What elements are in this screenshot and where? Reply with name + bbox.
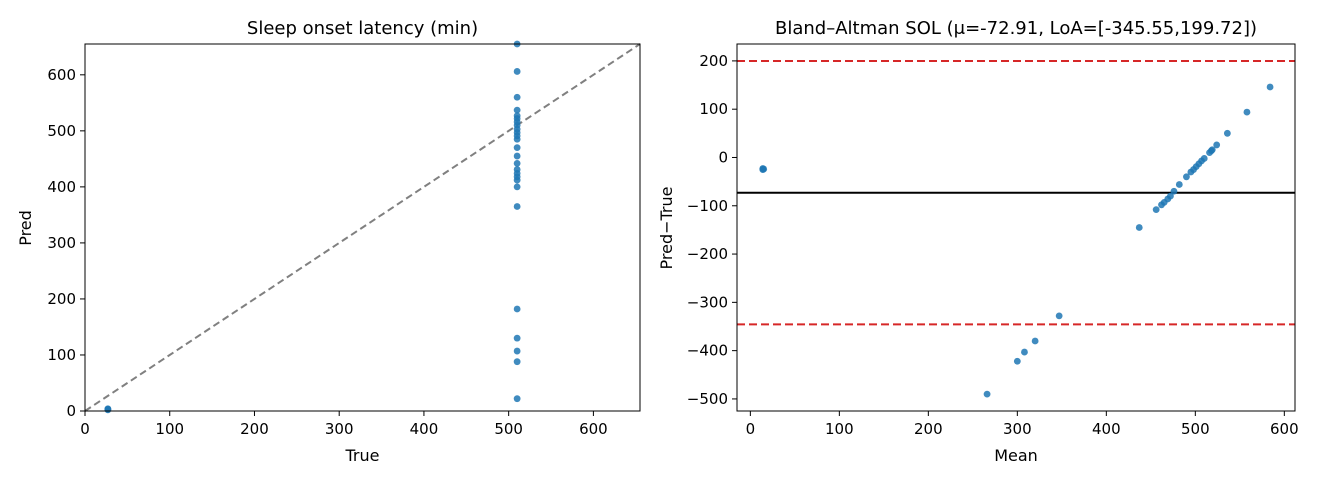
x-axis: 0 100 200 300 400 500 600 (80, 411, 608, 438)
data-point (1223, 129, 1231, 137)
x-tick-label: 200 (914, 420, 943, 438)
x-tick-label: 600 (579, 420, 608, 438)
data-point (513, 68, 521, 75)
data-point (513, 159, 521, 167)
x-tick-label: 300 (1003, 420, 1032, 438)
data-point (1175, 181, 1183, 188)
data-point (1055, 312, 1063, 320)
plot-frame (84, 43, 641, 412)
data-point (513, 152, 521, 160)
y-tick-label: −200 (687, 245, 728, 263)
x-axis: 0 100 200 300 400 500 600 (746, 411, 1299, 438)
data-point (1208, 146, 1216, 154)
data-point (513, 144, 521, 152)
y-tick-label: 300 (47, 234, 76, 252)
data-point (513, 93, 521, 101)
x-tick-label: 200 (240, 420, 269, 438)
y-tick-label: −500 (687, 390, 728, 408)
data-point (983, 390, 991, 398)
data-point (1213, 141, 1221, 149)
data-point (1031, 337, 1039, 345)
y-axis: −500 −400 −300 −200 −100 0 100 200 (687, 52, 737, 408)
y-tick-label: 100 (47, 346, 76, 364)
y-axis: 0 100 200 300 400 500 600 (47, 66, 85, 420)
data-point (1243, 108, 1251, 116)
y-tick-label: −300 (687, 293, 728, 311)
y-tick-label: 600 (47, 66, 76, 84)
data-point (513, 305, 521, 313)
data-point (1135, 224, 1143, 231)
data-point (1266, 83, 1274, 91)
y-tick-label: −400 (687, 342, 728, 360)
x-tick-label: 100 (155, 420, 184, 438)
reference-line-group (84, 43, 641, 412)
data-point (513, 395, 521, 403)
data-point (513, 176, 521, 184)
x-tick-label: 400 (1092, 420, 1121, 438)
y-axis-label: Pred (16, 210, 35, 246)
data-point (104, 405, 112, 413)
plot-frame (736, 43, 1296, 412)
data-point (1170, 187, 1178, 195)
identity-line (84, 43, 641, 412)
y-tick-label: 100 (699, 100, 728, 118)
data-point (1152, 206, 1160, 214)
x-tick-label: 400 (410, 420, 439, 438)
data-point (1200, 155, 1208, 162)
y-tick-label: 0 (66, 402, 76, 420)
chart-title: Sleep onset latency (min) (247, 18, 478, 39)
data-point (1167, 192, 1174, 200)
y-tick-label: 0 (718, 148, 728, 166)
point-group (104, 40, 521, 414)
scatter-chart-sol: Sleep onset latency (min) 0 100 200 300 400 5… (16, 18, 641, 465)
y-tick-label: 200 (47, 290, 76, 308)
data-point (513, 183, 521, 191)
y-tick-label: 200 (699, 52, 728, 70)
x-axis-label: True (345, 446, 380, 465)
data-point (513, 203, 521, 210)
x-axis-label: Mean (994, 446, 1038, 465)
point-group (759, 83, 1274, 398)
x-tick-label: 0 (746, 420, 756, 438)
y-tick-label: 500 (47, 122, 76, 140)
data-point (513, 347, 521, 355)
data-point (1021, 348, 1028, 356)
data-point (513, 358, 521, 366)
reference-lines-group (737, 60, 1295, 326)
y-axis-label: Pred−True (657, 187, 676, 270)
y-tick-label: 400 (47, 178, 76, 196)
data-point (513, 135, 521, 143)
x-tick-label: 500 (494, 420, 523, 438)
data-point (1183, 173, 1190, 181)
bland-altman-chart: Bland–Altman SOL (μ=-72.91, LoA=[-345.55… (657, 18, 1299, 465)
x-tick-label: 300 (325, 420, 354, 438)
x-tick-label: 0 (80, 420, 90, 438)
data-point (1013, 357, 1021, 365)
chart-title: Bland–Altman SOL (μ=-72.91, LoA=[-345.55… (775, 18, 1257, 39)
data-point (759, 165, 767, 172)
x-tick-label: 600 (1270, 420, 1299, 438)
data-point (513, 334, 521, 342)
x-tick-label: 500 (1181, 420, 1210, 438)
data-point (513, 106, 521, 114)
y-tick-label: −100 (687, 197, 728, 215)
x-tick-label: 100 (825, 420, 854, 438)
